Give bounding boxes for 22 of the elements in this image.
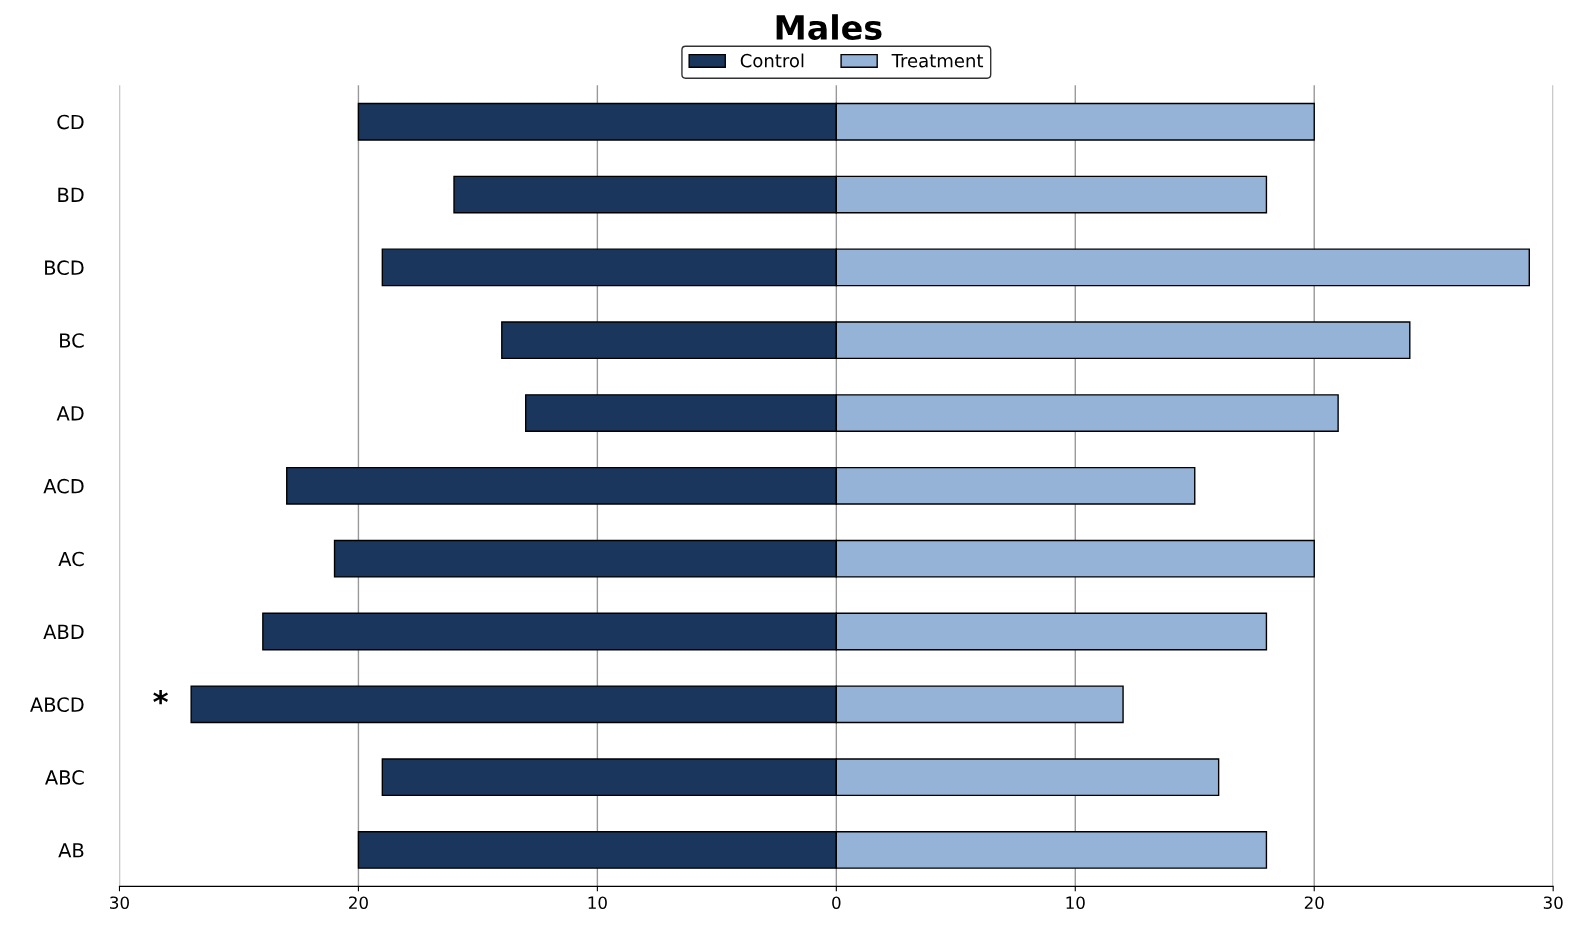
legend-label: Treatment [891, 54, 984, 68]
x-tick-label: 20 [1304, 896, 1324, 909]
x-tick-label: 30 [1543, 896, 1563, 909]
annotation: * [153, 690, 168, 705]
y-tick-label: AD [56, 406, 84, 421]
y-tick-label: BC [60, 333, 84, 348]
x-tick-label: 10 [1066, 896, 1085, 909]
chart-title: Males [776, 14, 882, 41]
y-tick-label: ABC [45, 770, 84, 785]
y-tick-label: ACD [43, 478, 84, 494]
y-tick-label: BD [58, 187, 84, 202]
y-tick-label: BCD [45, 260, 84, 276]
y-tick-label: AB [58, 843, 84, 858]
y-tick-label: CD [57, 114, 84, 130]
y-tick-label: ABCD [30, 697, 84, 712]
y-tick-label: AC [58, 551, 84, 567]
x-tick-label: 30 [110, 896, 129, 909]
legend-label: Control [740, 53, 804, 68]
x-tick-label: 10 [588, 896, 607, 909]
x-tick-label: 20 [349, 896, 368, 909]
y-tick-label: ABD [43, 624, 84, 639]
x-tick-label: 0 [832, 896, 841, 909]
